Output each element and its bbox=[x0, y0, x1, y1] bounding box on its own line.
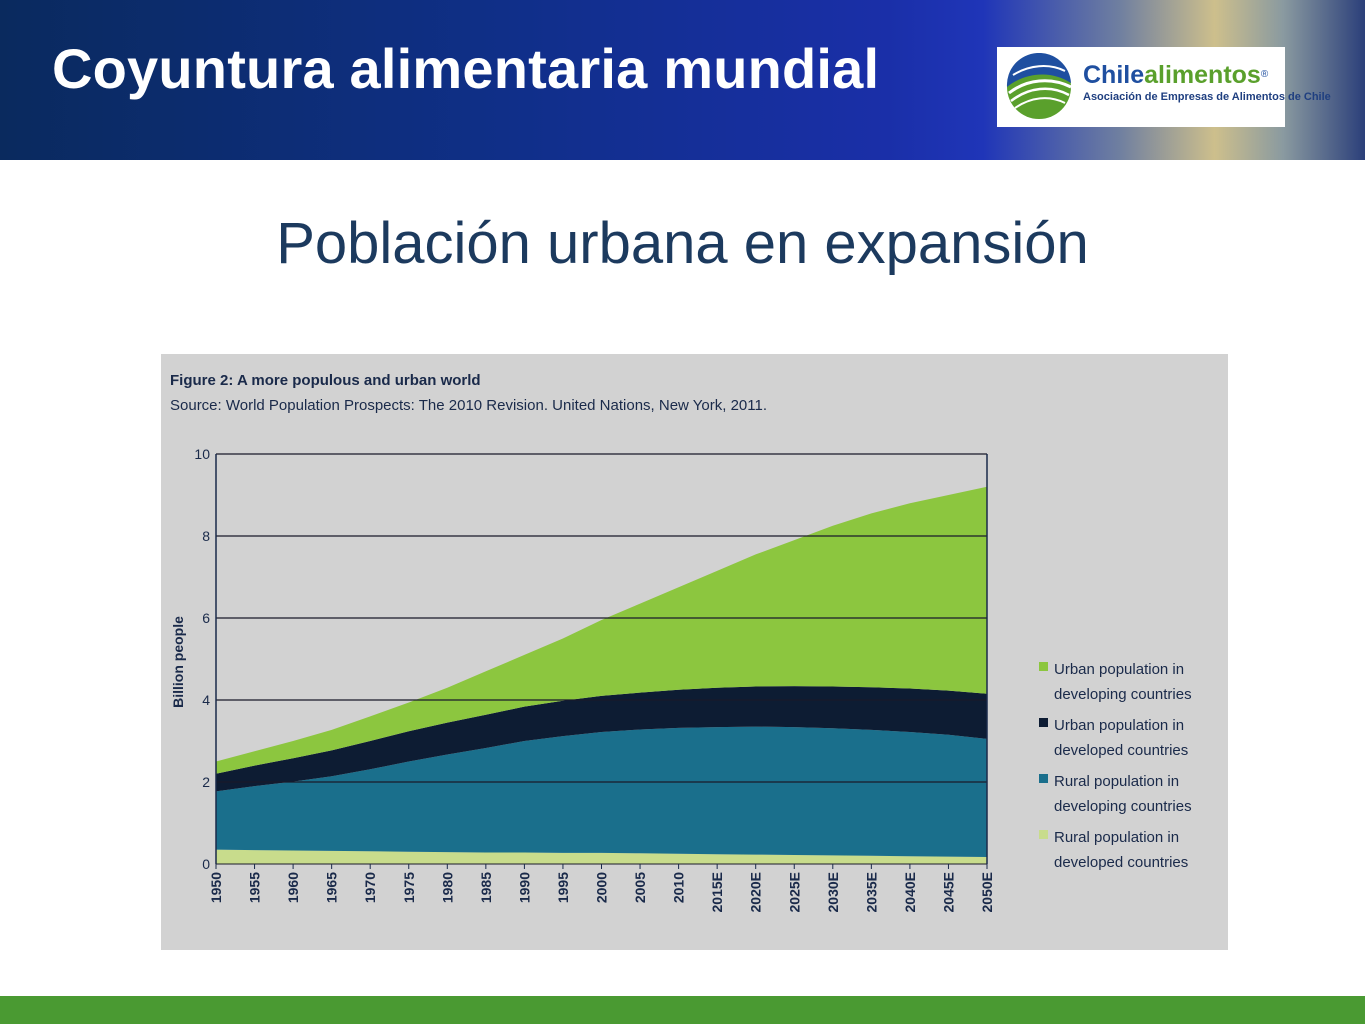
x-tick-label: 2040E bbox=[902, 872, 918, 912]
x-tick-label: 2050E bbox=[979, 872, 995, 912]
y-tick-label: 6 bbox=[202, 610, 210, 626]
x-tick-label: 2035E bbox=[863, 872, 879, 912]
legend-item: Rural population in developed countries bbox=[1039, 825, 1224, 881]
legend-swatch-urban-developed bbox=[1039, 718, 1048, 727]
area-urban-developed bbox=[216, 686, 987, 792]
x-tick-label: 2030E bbox=[825, 872, 841, 912]
legend-label: Rural population in developing countries bbox=[1054, 773, 1192, 815]
bottom-accent-bar bbox=[0, 996, 1365, 1024]
x-tick-label: 1985 bbox=[478, 872, 494, 903]
chilealimentos-logo: Chilealimentos® Asociación de Empresas d… bbox=[997, 47, 1331, 127]
x-tick-label: 2015E bbox=[709, 872, 725, 912]
area-urban-developing bbox=[216, 486, 987, 774]
area-rural-developed bbox=[216, 849, 987, 864]
x-tick-label: 1970 bbox=[362, 872, 378, 903]
slide-subtitle: Población urbana en expansión bbox=[276, 211, 1089, 276]
x-tick-label: 2020E bbox=[748, 872, 764, 912]
legend-item: Urban population in developed countries bbox=[1039, 713, 1224, 769]
slide-header-title: Coyuntura alimentaria mundial bbox=[52, 37, 880, 100]
logo-tagline: Asociación de Empresas de Alimentos de C… bbox=[1083, 91, 1331, 103]
x-tick-label: 1995 bbox=[555, 872, 571, 903]
x-tick-label: 1965 bbox=[324, 872, 340, 903]
header-banner: Coyuntura alimentaria mundial Chilealime… bbox=[0, 0, 1365, 160]
figure-panel: Figure 2: A more populous and urban worl… bbox=[161, 354, 1228, 950]
logo-name-part2: alimentos bbox=[1144, 61, 1261, 89]
population-area-chart: 0 2 4 6 8 10 1950 1955 1960 1965 1970 1975 1980 1985 1… bbox=[170, 446, 995, 912]
logo-name-part1: Chile bbox=[1083, 61, 1145, 89]
legend-item: Urban population in developing countries bbox=[1039, 657, 1224, 713]
logo-name: Chilealimentos® bbox=[1083, 61, 1331, 89]
logo-globe-icon bbox=[1006, 53, 1072, 119]
x-tick-label: 1950 bbox=[208, 872, 224, 903]
figure-source: Source: World Population Prospects: The … bbox=[170, 397, 768, 414]
y-tick-label: 4 bbox=[202, 692, 210, 708]
legend-label: Rural population in developed countries bbox=[1054, 829, 1189, 871]
chart-legend: Urban population in developing countries… bbox=[1039, 657, 1224, 881]
y-tick-label: 10 bbox=[194, 446, 210, 462]
legend-label: Urban population in developed countries bbox=[1054, 717, 1189, 759]
area-rural-developing bbox=[216, 726, 987, 857]
y-tick-label: 0 bbox=[202, 856, 210, 872]
x-tick-label: 1980 bbox=[439, 872, 455, 903]
legend-swatch-rural-developed bbox=[1039, 830, 1048, 839]
x-tick-label: 1990 bbox=[516, 872, 532, 903]
x-tick-label: 1960 bbox=[285, 872, 301, 903]
x-tick-label: 1955 bbox=[247, 872, 263, 903]
x-tick-label: 2045E bbox=[940, 872, 956, 912]
legend-swatch-rural-developing bbox=[1039, 774, 1048, 783]
legend-item: Rural population in developing countries bbox=[1039, 769, 1224, 825]
x-tick-label: 2025E bbox=[786, 872, 802, 912]
x-tick-label: 1975 bbox=[401, 872, 417, 903]
legend-label: Urban population in developing countries bbox=[1054, 661, 1192, 703]
x-tick-label: 2010 bbox=[671, 872, 687, 903]
x-tick-label: 2000 bbox=[594, 872, 610, 903]
x-tick-label: 2005 bbox=[632, 872, 648, 903]
y-tick-label: 8 bbox=[202, 528, 210, 544]
legend-swatch-urban-developing bbox=[1039, 662, 1048, 671]
figure-title: Figure 2: A more populous and urban worl… bbox=[170, 372, 481, 389]
logo-registered-mark: ® bbox=[1260, 69, 1269, 80]
y-tick-label: 2 bbox=[202, 774, 210, 790]
y-axis-label: Billion people bbox=[170, 616, 186, 708]
